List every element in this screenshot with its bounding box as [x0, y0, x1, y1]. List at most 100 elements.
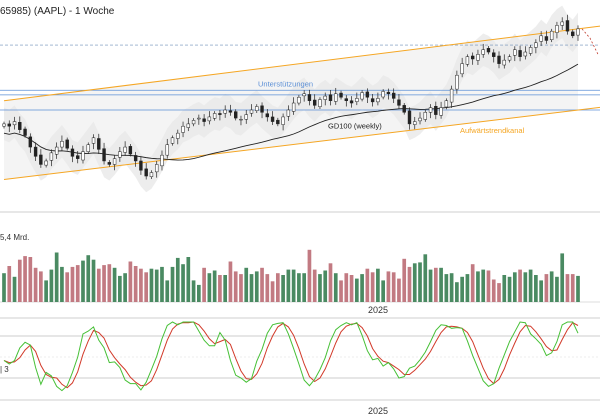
candle-body [302, 93, 306, 97]
candle-body [102, 148, 106, 162]
volume-bar [518, 269, 522, 302]
volume-bar [391, 272, 396, 302]
volume-bar [386, 271, 391, 302]
volume-bar [60, 266, 64, 302]
volume-bar [307, 249, 312, 302]
candle-body [397, 99, 401, 106]
volume-bar [339, 280, 343, 302]
volume-x-tick: 2025 [368, 305, 388, 315]
volume-bar [149, 268, 154, 302]
candle-body [218, 113, 222, 115]
volume-bar [23, 256, 27, 302]
candle-body [492, 52, 496, 57]
volume-bar [402, 258, 407, 302]
candle-body [344, 98, 348, 101]
candle-body [465, 56, 470, 65]
volume-bar [444, 274, 449, 302]
candle-body [107, 162, 112, 165]
volume-bar [186, 257, 191, 302]
candle-body [281, 116, 285, 125]
candle-body [355, 98, 359, 102]
candle-body [60, 141, 64, 148]
volume-bar [418, 262, 422, 302]
candle-body [155, 164, 159, 173]
volume-bar [212, 270, 217, 302]
volume-bar [17, 259, 22, 302]
candle-body [555, 25, 559, 33]
volume-bar [275, 273, 280, 302]
volume-bar [170, 266, 175, 302]
volume-bar [70, 266, 75, 302]
volume-bar [570, 274, 575, 302]
candle-body [460, 63, 464, 75]
candle-body [249, 109, 254, 114]
candle-body [439, 107, 443, 116]
candle-body [539, 35, 543, 42]
volume-bar [333, 273, 338, 302]
candle-body [576, 28, 580, 36]
volume-bar [160, 266, 164, 302]
volume-bar [412, 263, 417, 302]
candle-body [112, 158, 117, 165]
candle-body [323, 95, 327, 100]
volume-bar [328, 263, 333, 302]
volume-bar [502, 275, 507, 302]
volume-bar [534, 275, 538, 302]
candle-body [23, 128, 27, 136]
channel-label: Aufwärtstrendkanal [460, 126, 525, 135]
volume-label: 5,4 Mrd. [0, 233, 29, 242]
volume-bar [523, 272, 528, 302]
volume-bar [197, 284, 201, 302]
candle-body [528, 47, 533, 54]
candle-body [170, 137, 175, 144]
volume-bar [376, 268, 380, 302]
volume-bar [528, 269, 533, 302]
candle-body [260, 105, 264, 113]
candle-body [560, 21, 564, 26]
candle-body [486, 48, 491, 53]
candle-body [39, 154, 43, 165]
candle-body [444, 100, 449, 108]
volume-bar [512, 272, 517, 302]
volume-bar [112, 267, 117, 302]
candle-body [255, 106, 259, 111]
volume-bar [428, 269, 433, 302]
volume-bar [270, 281, 275, 302]
volume-bar [497, 283, 501, 302]
candle-body [328, 94, 333, 101]
candle-body [376, 98, 380, 103]
candle-body [149, 172, 154, 177]
volume-bar [207, 273, 212, 302]
candle-body [160, 154, 164, 167]
volume-bar [318, 274, 322, 302]
volume-bar [576, 275, 580, 302]
candle-body [176, 132, 180, 139]
volume-bar [491, 279, 496, 302]
candle-body [518, 50, 522, 57]
volume-bar [286, 269, 291, 302]
volume-bar [281, 275, 285, 302]
stoch-d-line [3, 321, 579, 389]
volume-bar [133, 266, 138, 302]
volume-bar [555, 276, 559, 302]
volume-bar [54, 252, 59, 302]
candle-body [318, 99, 322, 107]
candle-body [186, 123, 191, 128]
candle-body [339, 92, 343, 98]
volume-bar [139, 268, 143, 302]
candle-body [181, 125, 185, 133]
candle-body [133, 155, 138, 162]
volume-bar [539, 280, 543, 302]
volume-bar [360, 274, 364, 302]
candle-body [449, 88, 454, 103]
volume-bar [33, 267, 38, 302]
volume-bar [12, 276, 17, 302]
candle-body [54, 146, 59, 155]
volume-bar [181, 264, 185, 302]
volume-bar [96, 268, 101, 302]
volume-bar [249, 274, 254, 302]
volume-bar [481, 269, 486, 302]
candle-body [76, 155, 80, 159]
candle-body [2, 123, 6, 127]
candle-body [386, 91, 391, 95]
